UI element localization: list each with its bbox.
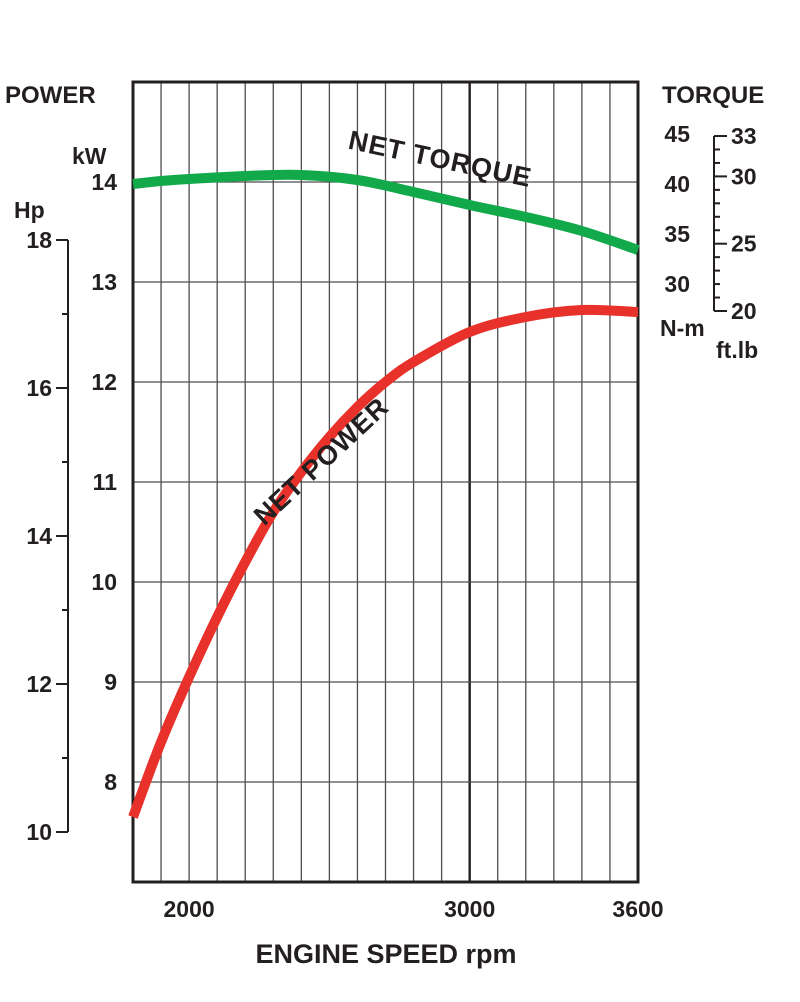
net-torque-curve [132, 169, 640, 255]
torque-axis-title: TORQUE [662, 82, 764, 109]
kw-tick-label: 9 [104, 669, 117, 695]
ftlb-tick-label: 33 [731, 123, 757, 149]
kw-tick-label: 10 [91, 569, 117, 595]
kw-unit-label: kW [72, 143, 107, 169]
ftlb-tick-label: 20 [731, 298, 757, 324]
hp-tick-label: 10 [26, 819, 52, 845]
nm-tick-label: 40 [664, 171, 690, 197]
hp-tick-label: 16 [26, 375, 52, 401]
nm-tick-label: 45 [664, 121, 690, 147]
hp-tick-label: 12 [26, 671, 52, 697]
kw-tick-label: 14 [91, 169, 117, 195]
x-tick-label: 2000 [164, 896, 215, 922]
plot-frame [131, 80, 640, 884]
axes-layer: 8 9 10 11 12 13 14 10 12 14 16 18 30 35 40 45 20 25 30 33 20… [26, 121, 756, 922]
power-axis-title: POWER [5, 82, 96, 109]
net-power-label: NET POWER [248, 391, 395, 531]
nm-tick-label: 35 [664, 221, 690, 247]
x-tick-label: 3000 [444, 896, 495, 922]
net-power-curve [128, 304, 639, 819]
hp-unit-label: Hp [14, 197, 45, 223]
ftlb-tick-label: 30 [731, 163, 757, 189]
kw-tick-label: 8 [104, 769, 117, 795]
series-layer [128, 169, 640, 819]
x-tick-label: 3600 [612, 896, 663, 922]
kw-tick-label: 12 [91, 369, 117, 395]
x-axis-title: ENGINE SPEED rpm [255, 939, 516, 969]
grid [133, 82, 638, 882]
kw-tick-label: 13 [91, 269, 117, 295]
ftlb-unit-label: ft.lb [716, 337, 758, 363]
hp-tick-label: 14 [26, 523, 52, 549]
hp-tick-label: 18 [26, 227, 52, 253]
nm-tick-label: 30 [664, 271, 690, 297]
nm-unit-label: N-m [660, 315, 705, 341]
ftlb-tick-label: 25 [731, 231, 757, 257]
kw-tick-label: 11 [93, 469, 118, 495]
